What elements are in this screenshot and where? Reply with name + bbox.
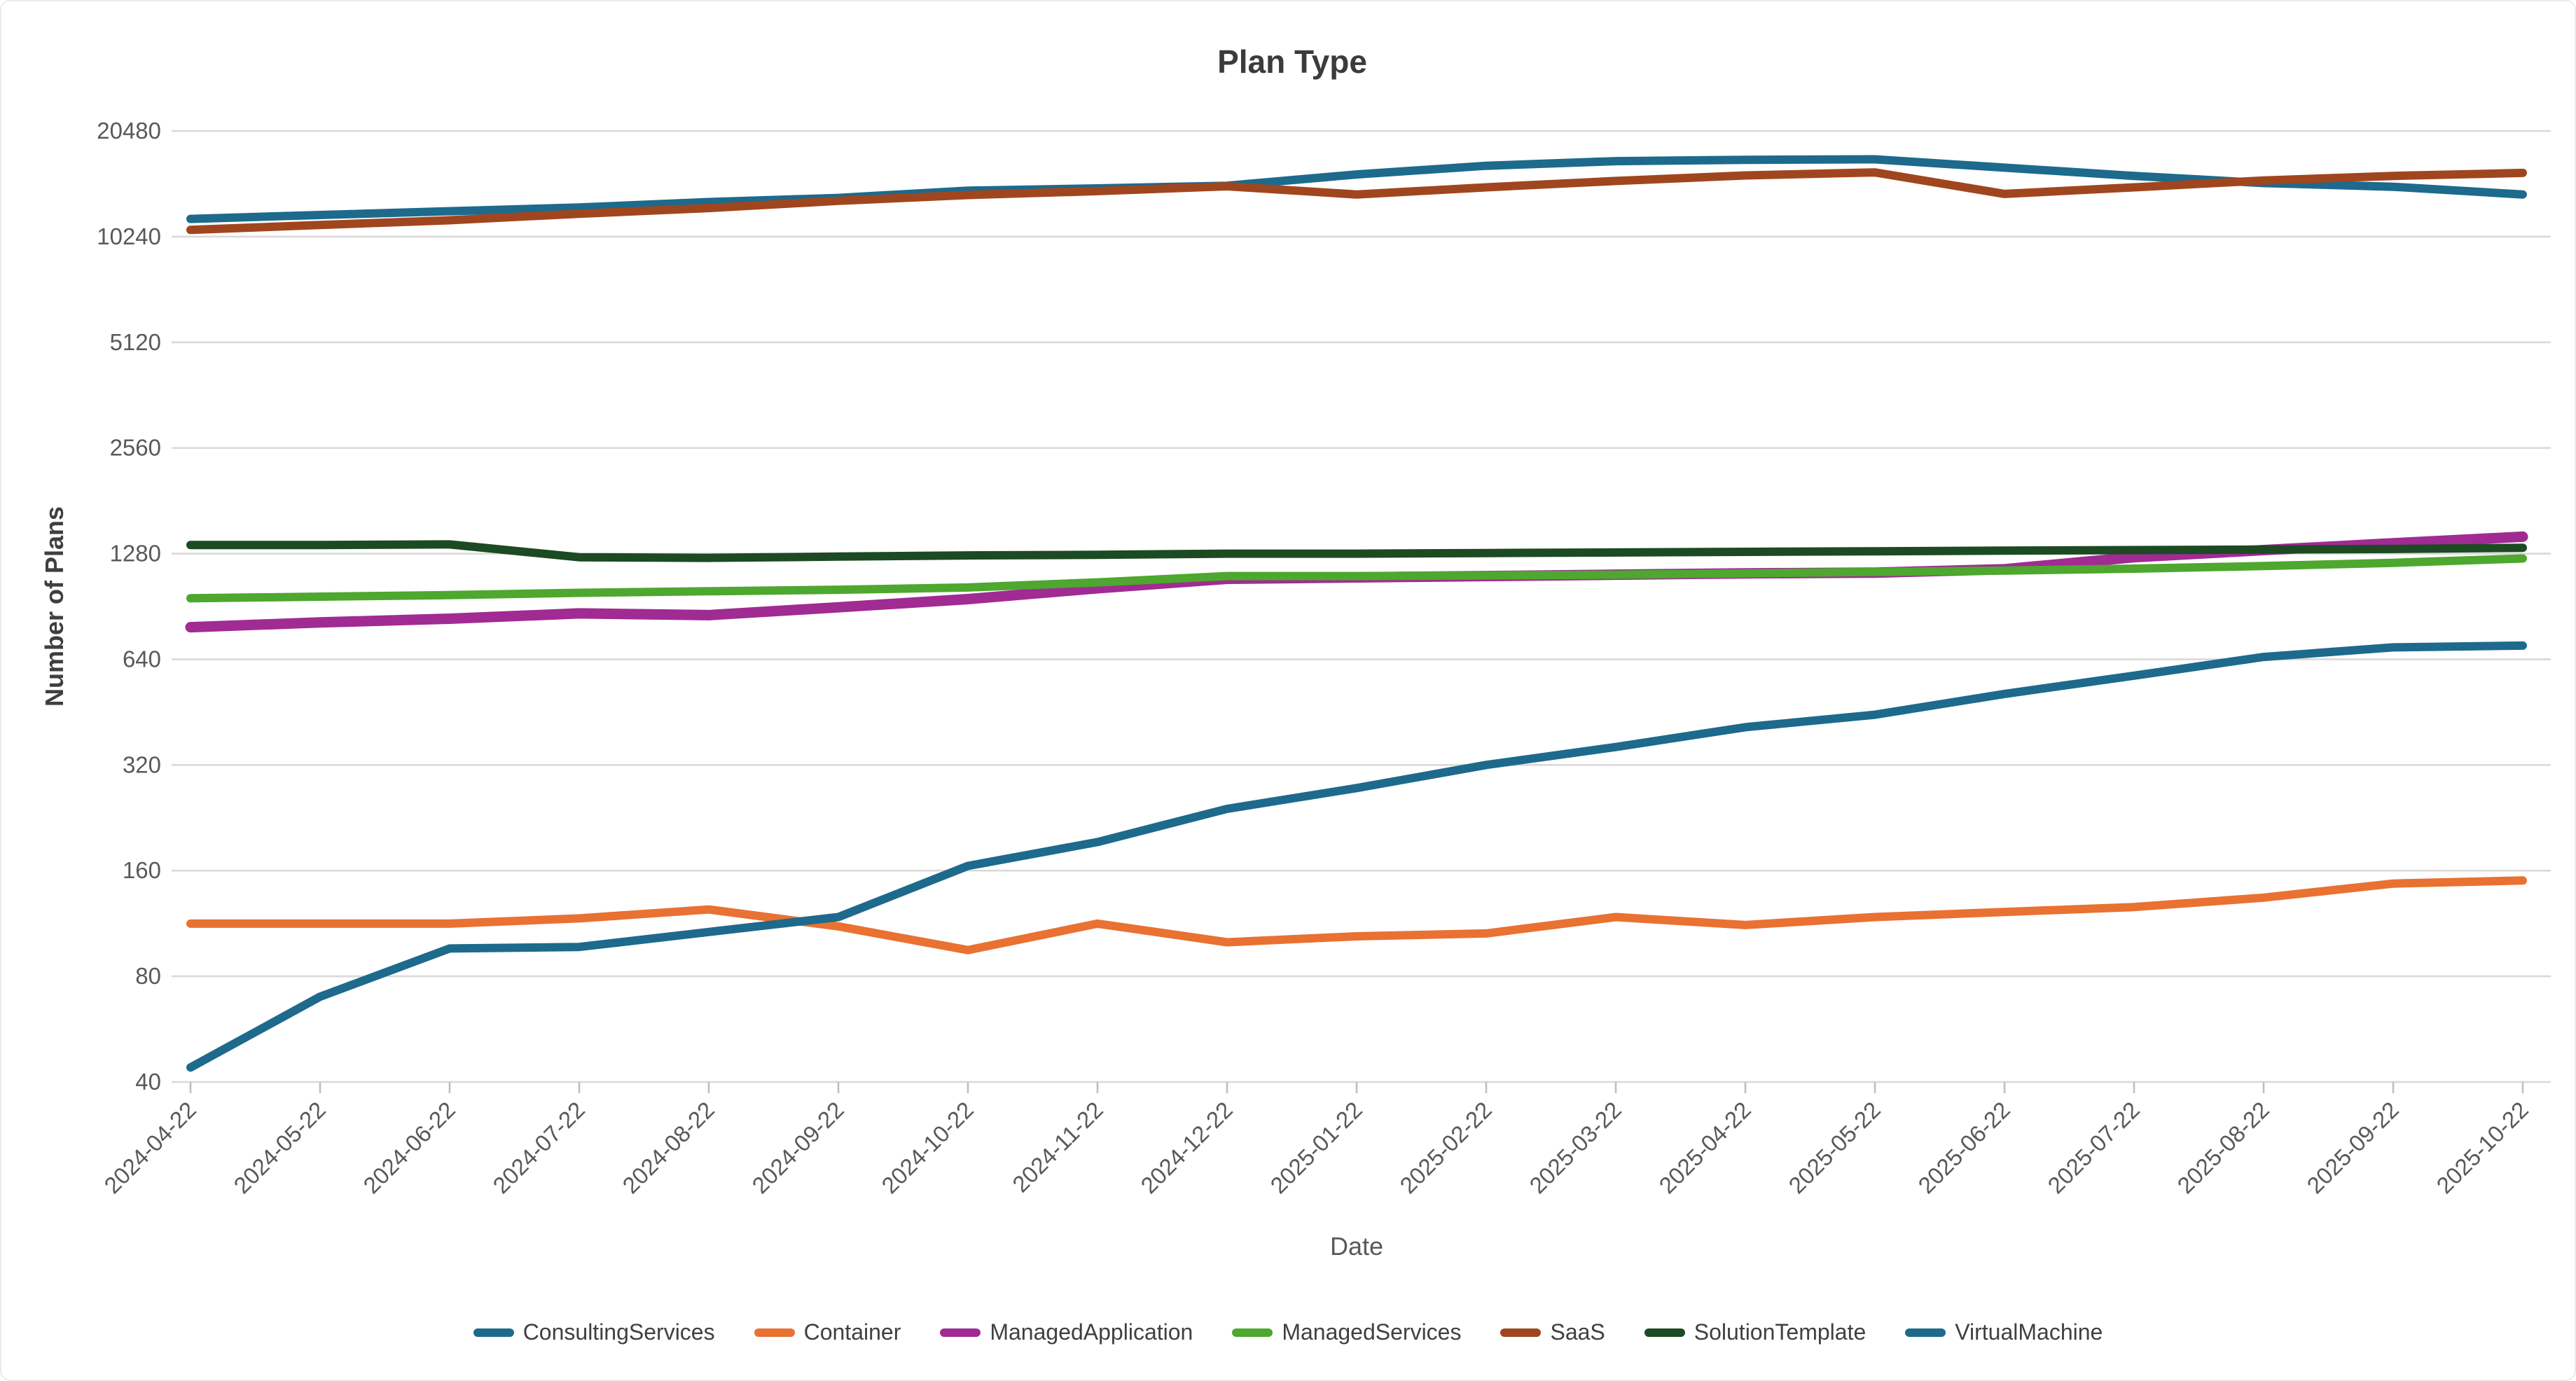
legend-swatch — [1905, 1328, 1946, 1337]
legend-label: VirtualMachine — [1955, 1319, 2103, 1345]
x-axis-tick-label: 2024-07-22 — [487, 1097, 590, 1199]
legend-item-solutiontemplate: SolutionTemplate — [1644, 1319, 1866, 1345]
series-line-SolutionTemplate — [186, 540, 2527, 562]
x-axis-tick-label: 2025-04-22 — [1654, 1097, 1756, 1199]
y-axis-tick-label: 160 — [123, 857, 161, 883]
legend-label: Container — [803, 1319, 901, 1345]
legend-label: ManagedServices — [1282, 1319, 1462, 1345]
legend-swatch — [940, 1328, 981, 1337]
x-axis-tick-label: 2025-09-22 — [2301, 1097, 2404, 1199]
legend-item-consultingservices: ConsultingServices — [473, 1319, 715, 1345]
x-axis-tick-label: 2025-06-22 — [1913, 1097, 2015, 1199]
y-axis-tick-label: 20480 — [97, 118, 161, 144]
legend-label: ConsultingServices — [522, 1319, 715, 1345]
x-axis-tick-label: 2025-03-22 — [1524, 1097, 1626, 1199]
legend-item-virtualmachine: VirtualMachine — [1905, 1319, 2103, 1345]
legend-label: SolutionTemplate — [1694, 1319, 1867, 1345]
x-axis-tick-label: 2024-05-22 — [228, 1097, 331, 1199]
y-axis-tick-label: 640 — [123, 646, 161, 672]
legend-item-saas: SaaS — [1500, 1319, 1605, 1345]
x-axis-tick-label: 2024-11-22 — [1007, 1097, 1108, 1198]
series-layer — [185, 155, 2528, 1072]
y-axis-tick-label: 1280 — [110, 541, 161, 567]
x-axis-tick-label: 2024-09-22 — [747, 1097, 849, 1199]
x-axis-tick-label: 2025-02-22 — [1394, 1097, 1497, 1199]
legend-label: SaaS — [1550, 1319, 1605, 1345]
x-axis-tick-label: 2025-05-22 — [1783, 1097, 1885, 1199]
series-line-Container — [186, 876, 2527, 955]
legend: ConsultingServices Container ManagedApplic… — [1, 1319, 2575, 1345]
x-axis-tick-label: 2024-06-22 — [358, 1097, 460, 1199]
series-line-SaaS — [186, 168, 2527, 235]
legend-swatch — [754, 1328, 795, 1337]
series-line-VirtualMachine — [186, 641, 2527, 1072]
y-axis-tick-label: 10240 — [97, 223, 161, 249]
x-axis-tick-label: 2025-08-22 — [2172, 1097, 2274, 1199]
x-axis-title: Date — [1330, 1232, 1383, 1261]
x-axis-tick-label: 2024-12-22 — [1135, 1097, 1238, 1199]
y-axis-tick-label: 40 — [135, 1069, 161, 1095]
legend-swatch — [1232, 1328, 1273, 1337]
y-axis-title: Number of Plans — [40, 506, 69, 707]
legend-label: ManagedApplication — [990, 1319, 1193, 1345]
x-axis-tick-label: 2025-01-22 — [1265, 1097, 1367, 1199]
legend-item-container: Container — [754, 1319, 901, 1345]
axis-layer: 40 80 160 320 640 1280 2560 5120 10240 20480 2024-… — [97, 118, 2533, 1198]
y-axis-tick-label: 2560 — [110, 435, 161, 461]
x-axis-tick-label: 2024-10-22 — [876, 1097, 978, 1199]
legend-swatch — [473, 1328, 514, 1337]
y-axis-tick-label: 80 — [135, 963, 161, 989]
y-axis-tick-label: 320 — [123, 751, 161, 777]
x-axis-tick-label: 2024-04-22 — [99, 1097, 201, 1199]
x-axis-tick-label: 2024-08-22 — [617, 1097, 719, 1199]
series-line-ConsultingServices — [186, 155, 2527, 223]
legend-item-managedapplication: ManagedApplication — [940, 1319, 1193, 1345]
x-axis-tick-label: 2025-10-22 — [2431, 1097, 2533, 1199]
y-axis-tick-label: 5120 — [110, 329, 161, 355]
chart-title: Plan Type — [1217, 43, 1367, 80]
legend-swatch — [1500, 1328, 1542, 1337]
legend-item-managedservices: ManagedServices — [1232, 1319, 1461, 1345]
x-axis-tick-label: 2025-07-22 — [2042, 1097, 2145, 1199]
series-line-ManagedServices — [186, 554, 2527, 603]
legend-swatch — [1644, 1328, 1685, 1337]
